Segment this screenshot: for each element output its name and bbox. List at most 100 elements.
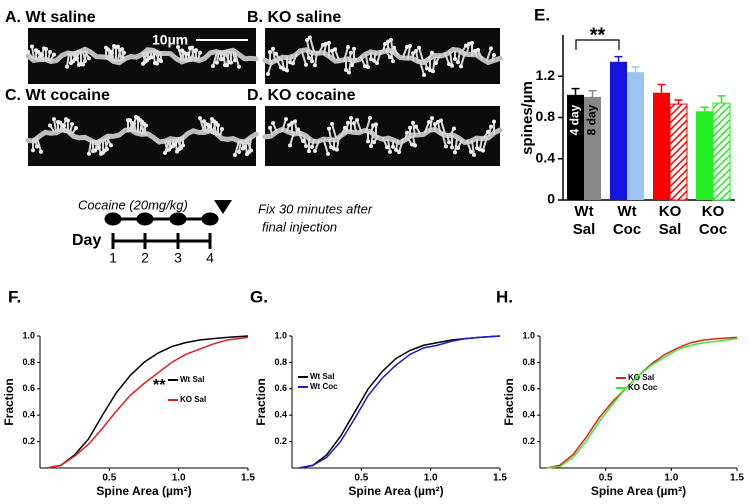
spine-head <box>456 145 460 150</box>
spine-head <box>93 148 97 153</box>
significance: ** <box>590 24 606 46</box>
spine-head <box>388 149 392 154</box>
spine <box>482 135 488 152</box>
spine <box>449 50 453 67</box>
spine <box>301 50 307 66</box>
chart-title: F. <box>8 287 21 306</box>
spine-head <box>215 60 219 65</box>
spine-head <box>243 144 247 149</box>
significance: ** <box>153 377 166 394</box>
spine-head <box>489 124 493 129</box>
error-bar <box>657 83 666 93</box>
fix-note: Fix 30 minutes after <box>258 201 373 216</box>
spine-head <box>288 143 292 148</box>
y-tick-label: 0.8 <box>274 357 287 367</box>
spine-head <box>52 117 56 122</box>
y-tick-label: 0.8 <box>522 357 535 367</box>
spine-head <box>346 44 350 49</box>
error-bar <box>674 99 683 105</box>
spine-head <box>310 144 314 149</box>
spine-head <box>492 52 496 57</box>
spine <box>314 51 318 67</box>
spine-head <box>141 61 145 66</box>
error-bar <box>588 89 597 97</box>
spine-head <box>326 151 330 156</box>
spine-head <box>208 124 212 129</box>
spine <box>142 50 148 65</box>
spine-head <box>30 44 34 49</box>
spine-head <box>375 61 379 66</box>
spine-head <box>52 52 56 57</box>
spine-head <box>444 144 448 149</box>
panel-label: B. KO saline <box>247 9 341 26</box>
spine-head <box>159 59 163 64</box>
spine-head <box>363 64 367 69</box>
bar <box>567 94 584 200</box>
panel-label: A. Wt saline <box>5 9 96 26</box>
spine <box>66 52 70 68</box>
panel-label: D. KO cocaine <box>247 87 356 104</box>
x-tick-label: 1.0 <box>172 473 186 484</box>
spine-head <box>324 41 328 46</box>
spine <box>36 136 42 153</box>
spine-head <box>128 118 132 123</box>
spine-head <box>26 49 30 54</box>
spine-head <box>388 55 392 60</box>
fix-note: final injection <box>262 219 337 234</box>
spine-head <box>386 39 390 44</box>
spine <box>234 51 240 68</box>
spine-head <box>459 64 463 69</box>
spine <box>226 50 230 67</box>
y-tick-label: 0.2 <box>22 436 35 446</box>
spine <box>398 139 404 154</box>
spine-head <box>173 142 177 147</box>
spine-head <box>374 122 378 127</box>
spine <box>412 121 416 137</box>
spine-head <box>39 149 43 154</box>
spine-head <box>486 129 490 134</box>
x-tick-label: 1.0 <box>424 473 438 484</box>
spine <box>294 120 298 135</box>
spine-head <box>66 118 70 123</box>
spine-head <box>389 37 393 42</box>
spine-head <box>450 145 454 150</box>
spine-head <box>155 61 159 66</box>
spine-head <box>237 149 241 154</box>
spine <box>88 139 92 155</box>
spine-head <box>422 72 426 77</box>
spine <box>156 50 160 65</box>
cumulative-line <box>546 336 738 469</box>
spine <box>199 117 205 133</box>
spine-head <box>282 67 286 72</box>
spine-head <box>433 122 437 127</box>
spine-head <box>176 45 180 50</box>
panel-label: C. Wt cocaine <box>5 87 110 104</box>
spine-head <box>120 47 124 52</box>
spine-head <box>304 144 308 149</box>
spine <box>212 51 218 68</box>
spine-head <box>48 123 52 128</box>
spine-head <box>284 117 288 122</box>
dendrite <box>262 115 503 157</box>
spine-head <box>132 121 136 126</box>
spine <box>365 116 371 133</box>
spine-head <box>368 115 372 120</box>
legend-label: Wt Sal <box>180 375 204 384</box>
spine-head <box>428 68 432 73</box>
spine-head <box>431 69 435 74</box>
spine-head <box>180 48 184 53</box>
x-tick-label: 1.0 <box>664 473 678 484</box>
spine-head <box>436 119 440 124</box>
spine-head <box>291 61 295 66</box>
y-tick-label: 0.4 <box>536 149 556 165</box>
spine-head <box>349 50 353 55</box>
chart-title: E. <box>534 5 550 24</box>
x-tick-label: KO Sal <box>658 203 682 238</box>
spine-head <box>75 56 79 61</box>
x-axis-label: Spine Area (µm²) <box>96 484 191 498</box>
bar <box>584 96 601 200</box>
bar <box>696 111 713 200</box>
spine-head <box>271 121 275 126</box>
x-tick-label: Wt Coc <box>612 203 642 238</box>
